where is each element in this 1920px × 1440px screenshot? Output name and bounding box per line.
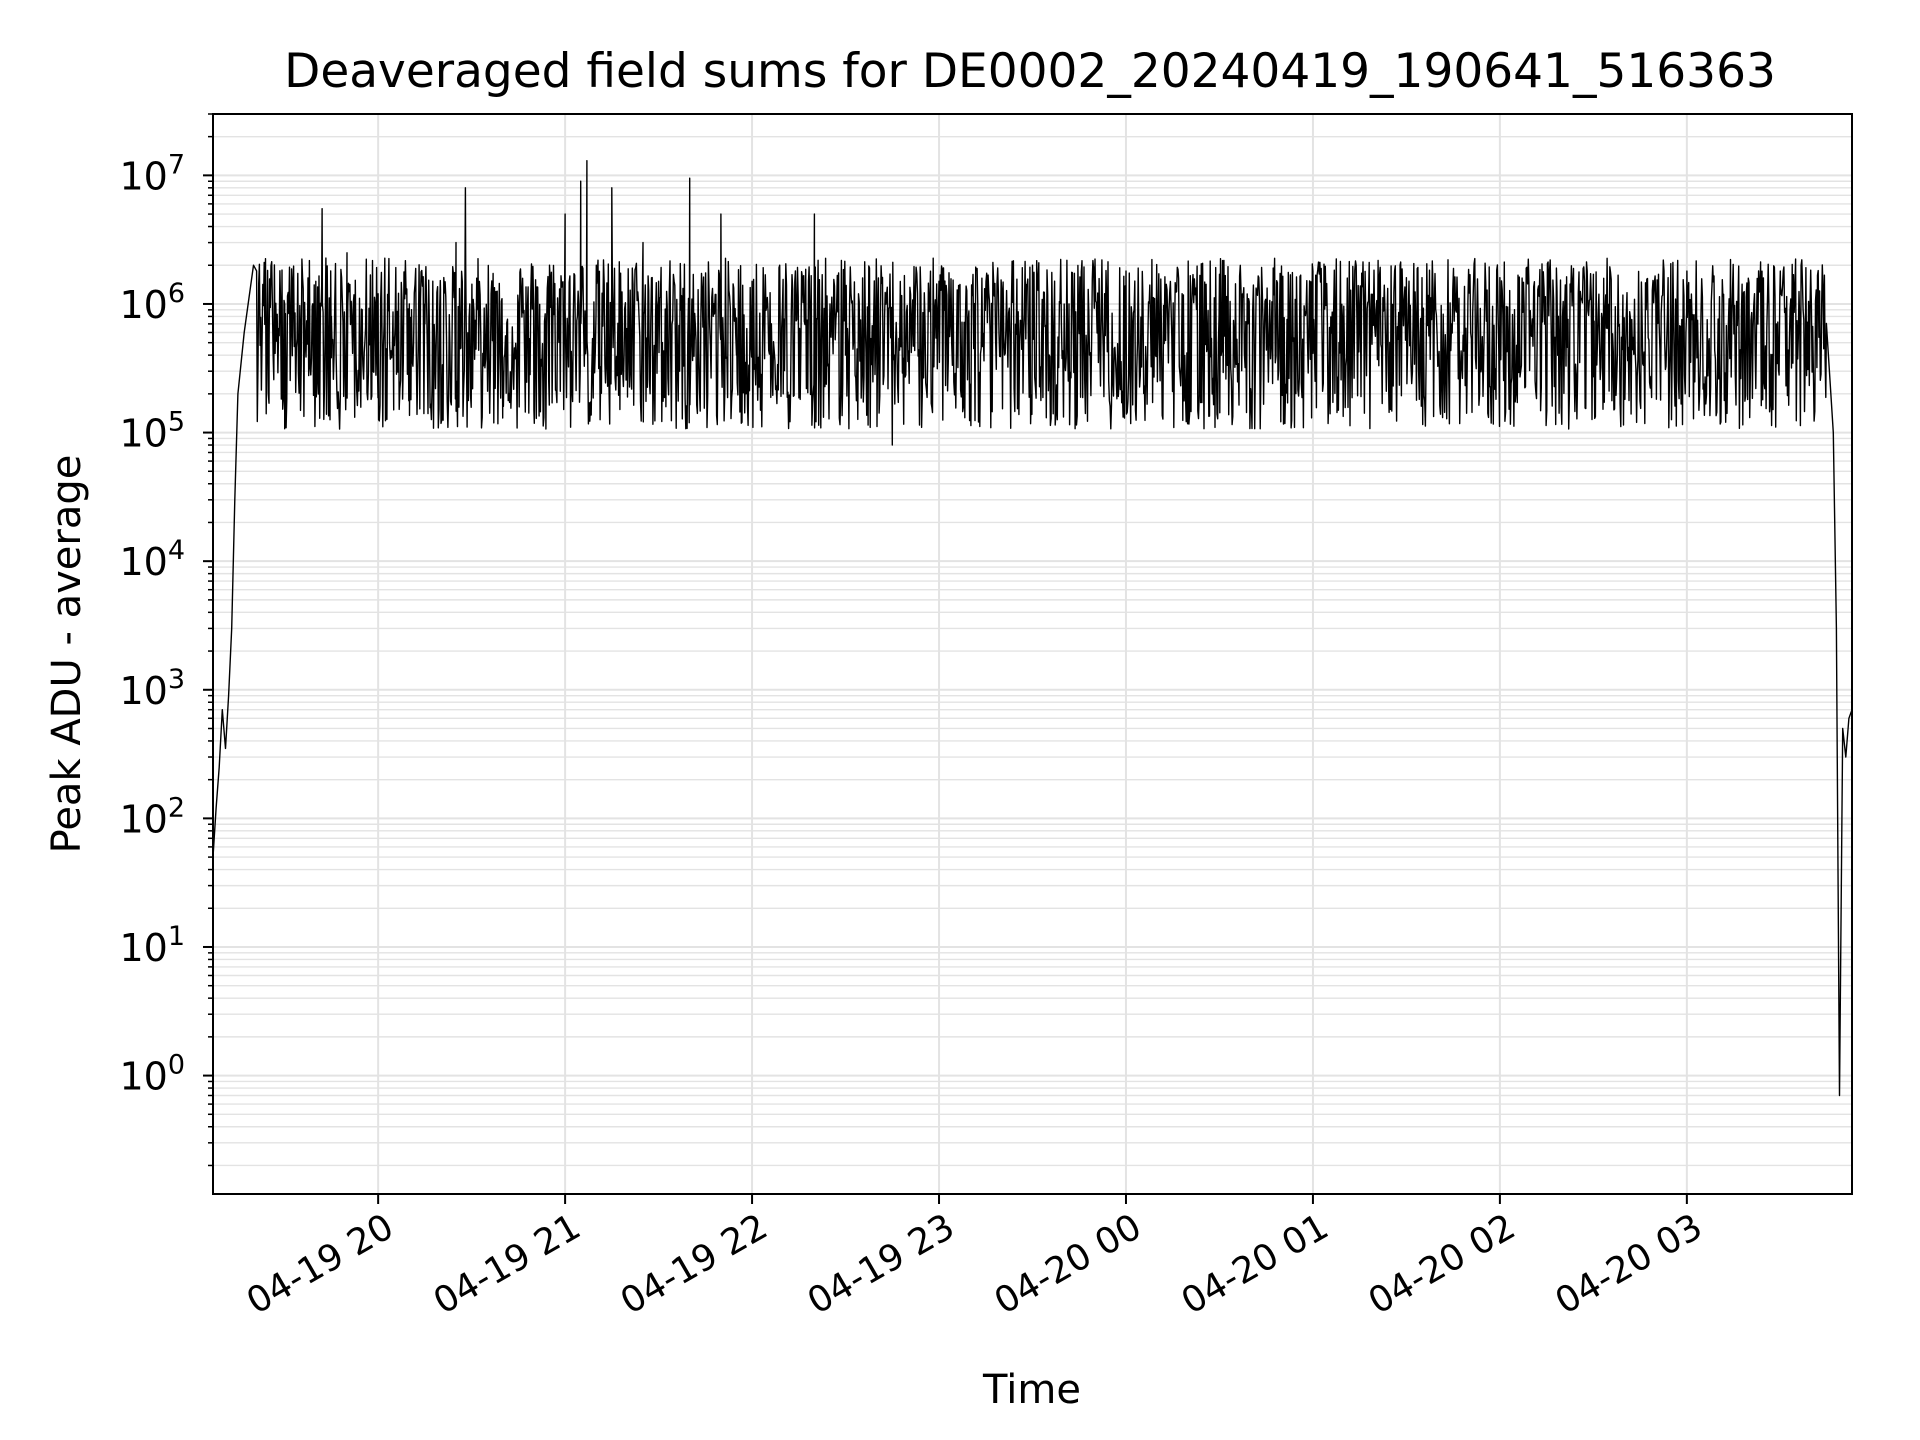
y-tick-label-0: 100 [119, 1050, 185, 1099]
y-tick-label-4: 104 [119, 535, 185, 584]
y-tick-label-3: 103 [119, 664, 185, 713]
y-tick-label-2: 102 [119, 792, 185, 841]
x-axis-label: Time [982, 1367, 1081, 1413]
series-layer [213, 160, 1852, 1097]
plot-frame [212, 113, 1853, 1195]
chart-title: Deaveraged field sums for DE0002_2024041… [284, 44, 1776, 99]
y-tick-label-7: 107 [119, 149, 185, 198]
series-line-0 [213, 160, 1852, 1097]
y-tick-label-1: 101 [119, 921, 185, 970]
y-axis-label: Peak ADU - average [44, 455, 90, 854]
y-tick-label-5: 105 [119, 407, 185, 456]
y-tick-label-6: 106 [119, 278, 185, 327]
